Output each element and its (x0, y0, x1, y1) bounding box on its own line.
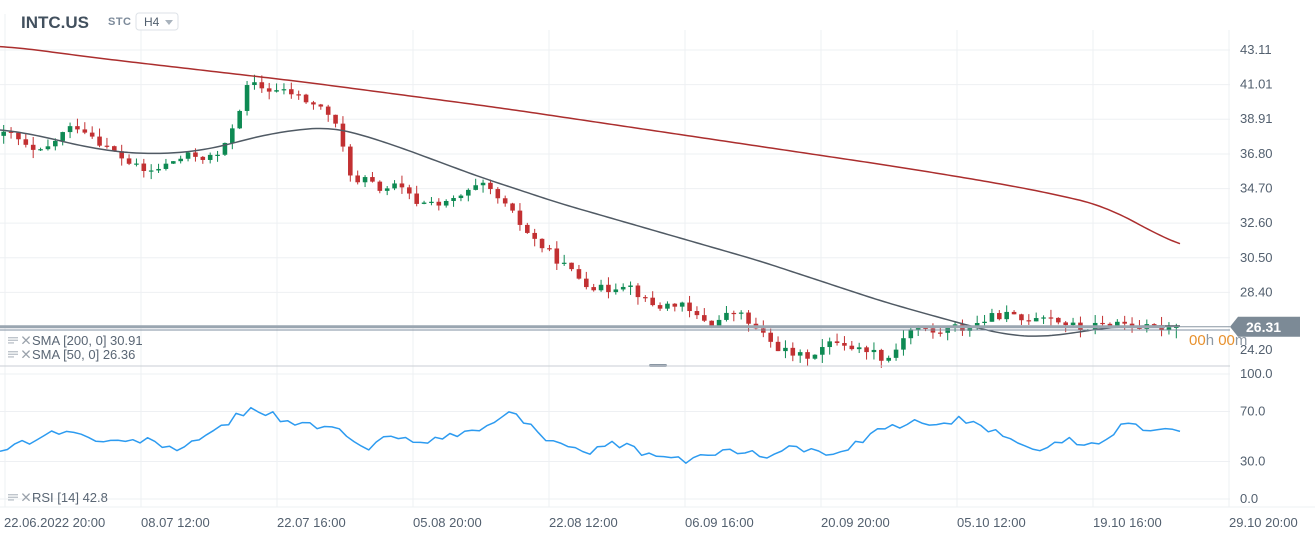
svg-text:H4: H4 (144, 15, 160, 29)
svg-text:22.06.2022 20:00: 22.06.2022 20:00 (4, 515, 105, 530)
svg-text:22.08 12:00: 22.08 12:00 (549, 515, 618, 530)
svg-text:SMA [50, 0] 26.36: SMA [50, 0] 26.36 (32, 347, 135, 362)
svg-text:RSI [14] 42.8: RSI [14] 42.8 (32, 490, 108, 505)
svg-text:05.10 12:00: 05.10 12:00 (957, 515, 1026, 530)
svg-text:100.0: 100.0 (1240, 366, 1273, 381)
svg-text:08.07 12:00: 08.07 12:00 (141, 515, 210, 530)
svg-text:00h 00m: 00h 00m (1189, 332, 1247, 349)
svg-text:22.07 16:00: 22.07 16:00 (277, 515, 346, 530)
svg-text:06.09 16:00: 06.09 16:00 (685, 515, 754, 530)
svg-text:STC: STC (108, 16, 132, 28)
svg-text:29.10 20:00: 29.10 20:00 (1229, 515, 1298, 530)
svg-text:70.0: 70.0 (1240, 404, 1265, 419)
svg-text:26.31: 26.31 (1246, 319, 1281, 335)
svg-text:05.08 20:00: 05.08 20:00 (413, 515, 482, 530)
svg-text:36.80: 36.80 (1240, 146, 1273, 161)
svg-text:0.0: 0.0 (1240, 491, 1258, 506)
svg-text:32.60: 32.60 (1240, 215, 1273, 230)
svg-text:20.09 20:00: 20.09 20:00 (821, 515, 890, 530)
svg-text:19.10 16:00: 19.10 16:00 (1093, 515, 1162, 530)
svg-text:34.70: 34.70 (1240, 181, 1273, 196)
svg-text:41.01: 41.01 (1240, 77, 1273, 92)
svg-text:SMA [200, 0] 30.91: SMA [200, 0] 30.91 (32, 333, 143, 348)
svg-text:28.40: 28.40 (1240, 284, 1273, 299)
svg-text:INTC.US: INTC.US (21, 13, 89, 32)
svg-text:30.0: 30.0 (1240, 454, 1265, 469)
svg-text:30.50: 30.50 (1240, 250, 1273, 265)
svg-text:43.11: 43.11 (1240, 42, 1272, 57)
svg-text:38.91: 38.91 (1240, 111, 1273, 126)
